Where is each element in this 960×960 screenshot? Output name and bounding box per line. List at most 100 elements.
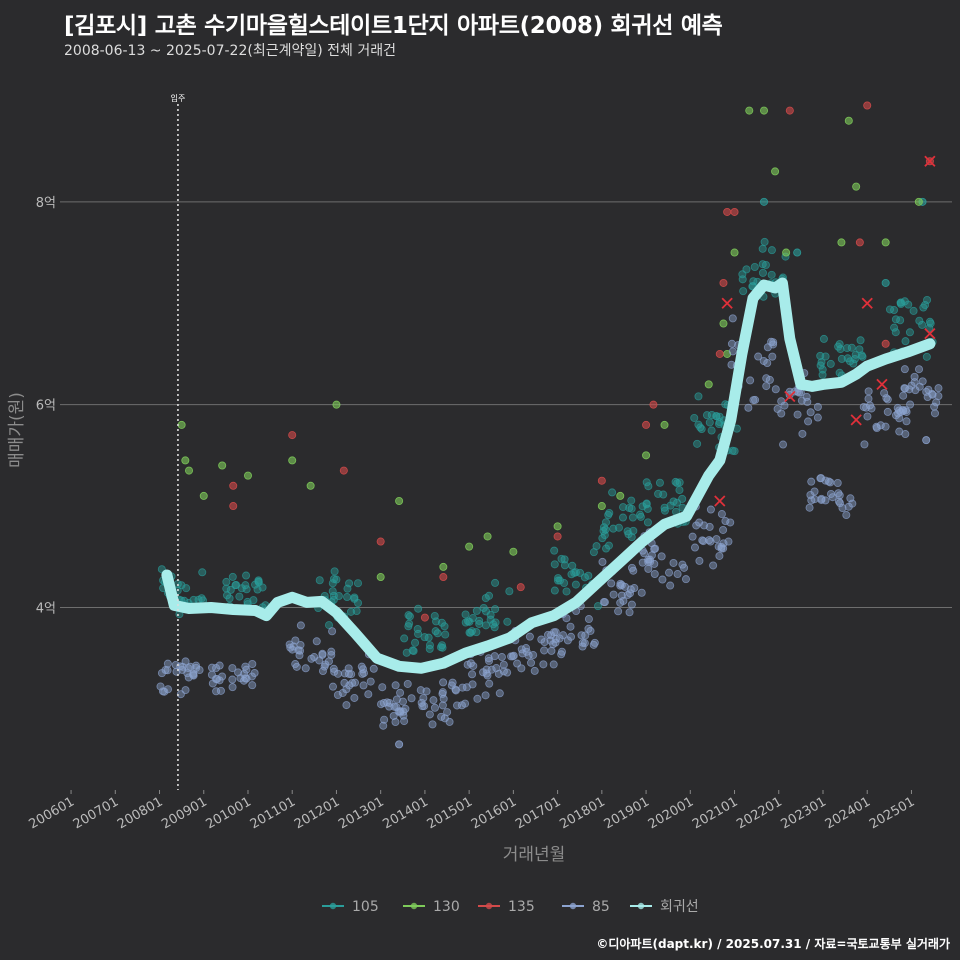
data-point — [813, 402, 822, 411]
cancelled-deal-markers — [714, 155, 936, 507]
data-point — [378, 683, 387, 692]
data-point — [399, 707, 408, 716]
data-point — [430, 703, 439, 712]
data-point — [609, 524, 618, 533]
data-point — [719, 525, 728, 534]
data-point — [660, 506, 669, 515]
data-point — [352, 607, 361, 616]
data-point — [318, 667, 327, 676]
data-point — [177, 581, 186, 590]
data-point — [226, 585, 235, 594]
data-point — [666, 581, 675, 590]
data-point — [719, 278, 728, 287]
data-point — [824, 477, 833, 486]
data-point — [402, 648, 411, 657]
series-85 — [156, 312, 943, 749]
data-point — [773, 404, 782, 413]
legend-swatch-dot — [410, 902, 418, 910]
data-point — [354, 579, 363, 588]
legend-label: 회귀선 — [660, 899, 699, 915]
data-point — [617, 581, 626, 590]
data-point — [343, 593, 352, 602]
data-point — [850, 355, 859, 364]
data-point — [659, 490, 668, 499]
data-point — [376, 537, 385, 546]
data-point — [177, 420, 186, 429]
data-point — [817, 494, 826, 503]
data-point — [921, 300, 930, 309]
data-point — [700, 521, 709, 530]
data-point — [643, 518, 652, 527]
data-point — [769, 338, 778, 347]
data-point — [681, 575, 690, 584]
legend-item-105: 105 — [322, 899, 379, 915]
data-point — [310, 653, 319, 662]
data-point — [342, 701, 351, 710]
data-point — [439, 562, 448, 571]
data-point — [761, 261, 770, 270]
data-point — [199, 491, 208, 500]
legend-item-회귀선: 회귀선 — [630, 899, 699, 915]
data-point — [626, 585, 635, 594]
data-point — [346, 607, 355, 616]
data-point — [495, 689, 504, 698]
data-point — [391, 681, 400, 690]
legend: 105 130 135 85 회귀선 — [322, 899, 699, 915]
data-point — [571, 580, 580, 589]
data-point — [625, 608, 634, 617]
data-point — [503, 617, 512, 626]
data-point — [864, 394, 873, 403]
data-point — [730, 248, 739, 257]
data-point — [665, 568, 674, 577]
data-point — [505, 587, 514, 596]
data-point — [566, 622, 575, 631]
data-point — [699, 537, 708, 546]
data-point — [855, 238, 864, 247]
data-point — [900, 365, 909, 374]
data-point — [218, 461, 227, 470]
data-point — [910, 378, 919, 387]
data-point — [636, 512, 645, 521]
data-point — [339, 466, 348, 475]
data-point — [475, 619, 484, 628]
data-point — [491, 578, 500, 587]
x-tick-label: 201901 — [602, 794, 652, 832]
regression-line-group — [161, 277, 936, 674]
data-point — [806, 408, 815, 417]
data-point — [834, 489, 843, 498]
y-tick-label: 4억 — [36, 601, 56, 616]
data-point — [464, 617, 473, 626]
data-point — [405, 612, 414, 621]
data-point — [768, 352, 777, 361]
data-point — [540, 646, 549, 655]
data-point — [400, 634, 409, 643]
data-point — [439, 678, 448, 687]
data-point — [509, 547, 518, 556]
data-point — [163, 659, 172, 668]
data-point — [562, 587, 571, 596]
data-point — [571, 568, 580, 577]
data-point — [481, 691, 490, 700]
data-point — [922, 352, 931, 361]
data-point — [330, 667, 339, 676]
data-point — [235, 592, 244, 601]
data-point — [354, 599, 363, 608]
data-point — [497, 653, 506, 662]
data-point — [438, 701, 447, 710]
x-tick-label: 201501 — [425, 794, 475, 832]
data-point — [730, 447, 739, 456]
data-point — [438, 689, 447, 698]
data-point — [525, 632, 534, 641]
data-point — [915, 365, 924, 374]
data-point — [881, 278, 890, 287]
data-point — [396, 707, 405, 716]
data-point — [746, 376, 755, 385]
data-point — [385, 702, 394, 711]
data-point — [642, 478, 651, 487]
x-tick-label: 202301 — [779, 794, 829, 832]
data-point — [483, 671, 492, 680]
data-point — [675, 478, 684, 487]
data-point — [872, 424, 881, 433]
x-tick-label: 201001 — [203, 794, 253, 832]
data-point — [715, 420, 724, 429]
